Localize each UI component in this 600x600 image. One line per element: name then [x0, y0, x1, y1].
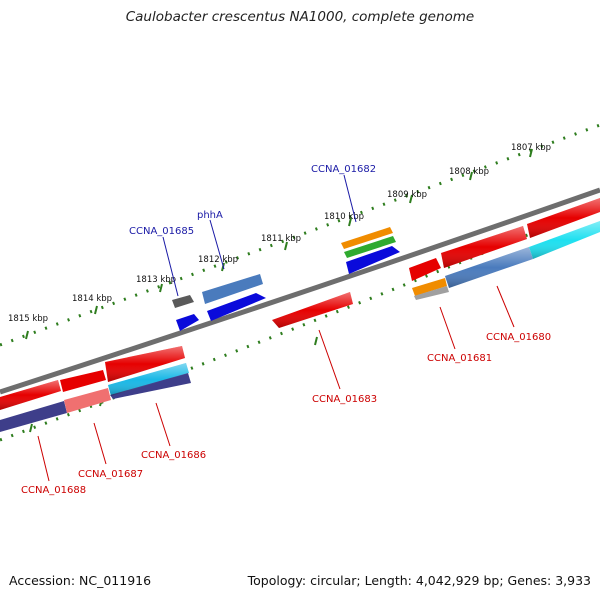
reverse-genes	[0, 221, 600, 432]
topology-summary: Topology: circular; Length: 4,042,929 bp…	[247, 573, 591, 588]
forward-genes	[0, 198, 600, 410]
gene-feature-01681-grey	[414, 286, 449, 300]
scale-label-1807: 1807 kbp	[511, 143, 551, 153]
gene-feature-01687	[64, 388, 111, 413]
forward-gene-labels: CCNA_01685 phhA CCNA_01682	[129, 164, 376, 237]
forward-label-leaders	[162, 174, 357, 297]
gene-label-ccna-01685: CCNA_01685	[129, 226, 194, 237]
gene-feature-01685	[176, 314, 199, 331]
genome-backbone	[0, 187, 600, 395]
gene-label-ccna-01688: CCNA_01688	[21, 485, 86, 496]
gene-feature-right-red-1	[409, 258, 441, 281]
gene-feature-01682	[346, 246, 400, 274]
gene-feature-01685-grey	[172, 295, 194, 308]
gene-feature-phhA	[207, 293, 266, 321]
gene-feature-01681-orange	[412, 278, 447, 296]
reverse-gene-labels: CCNA_01688 CCNA_01687 CCNA_01686 CCNA_01…	[21, 332, 551, 496]
reverse-label-leaders	[37, 285, 515, 482]
scale-label-1815: 1815 kbp	[8, 314, 48, 324]
gene-feature-left-red-2	[60, 370, 106, 392]
major-ticks	[25, 148, 533, 433]
scale-label-1811: 1811 kbp	[261, 234, 301, 244]
gene-label-ccna-01687: CCNA_01687	[78, 469, 143, 480]
gene-feature-01688	[0, 401, 67, 432]
gene-label-ccna-01686: CCNA_01686	[141, 450, 206, 461]
accession-text: Accession: NC_011916	[9, 573, 152, 588]
gene-feature-01682-orange	[341, 227, 393, 249]
gene-label-ccna-01681: CCNA_01681	[427, 353, 492, 364]
scale-labels: 1815 kbp 1814 kbp 1813 kbp 1812 kbp 1811…	[8, 143, 551, 324]
gene-label-ccna-01680: CCNA_01680	[486, 332, 551, 343]
map-title: Caulobacter crescentus NA1000, complete …	[125, 9, 475, 25]
gene-feature-01686	[110, 373, 191, 399]
scale-label-1812: 1812 kbp	[198, 255, 238, 265]
gene-label-ccna-01683: CCNA_01683	[312, 394, 377, 405]
gene-feature-phhA-bar	[202, 274, 263, 304]
scale-label-1809: 1809 kbp	[387, 190, 427, 200]
gene-label-phha: phhA	[197, 210, 223, 221]
scale-label-1808: 1808 kbp	[449, 167, 489, 177]
gene-feature-01682-green	[344, 236, 396, 258]
scale-label-1813: 1813 kbp	[136, 275, 176, 285]
scale-label-1814: 1814 kbp	[72, 294, 112, 304]
scale-label-1810: 1810 kbp	[324, 212, 364, 222]
gene-label-ccna-01682: CCNA_01682	[311, 164, 376, 175]
